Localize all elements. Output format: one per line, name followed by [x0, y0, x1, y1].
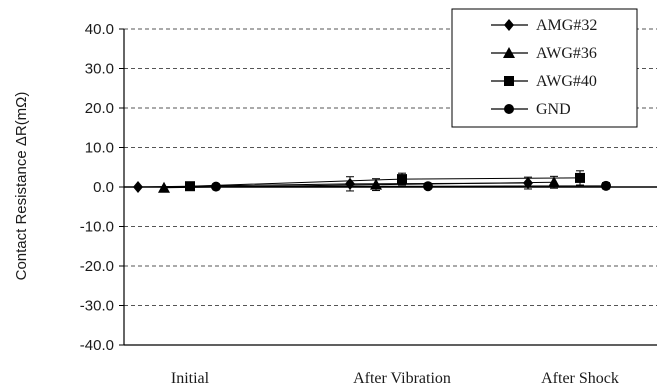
legend-marker: [504, 19, 514, 31]
series-group: [133, 170, 611, 193]
y-tick-label: 10.0: [85, 140, 114, 157]
series-gnd: [211, 180, 611, 192]
x-tick-label: Initial: [171, 370, 210, 387]
data-point: [575, 172, 585, 183]
data-point: [345, 177, 355, 190]
data-point: [158, 181, 170, 193]
y-axis-title: Contact Resistance ΔR(mΩ): [13, 92, 30, 281]
data-point: [211, 181, 221, 192]
legend-label: AMG#32: [536, 17, 597, 34]
legend-marker: [504, 76, 514, 86]
legend-label: GND: [536, 101, 571, 118]
data-point: [601, 180, 611, 191]
y-tick-label: 0.0: [93, 179, 114, 196]
y-tick-label: -10.0: [80, 219, 114, 236]
y-tick-label: -30.0: [80, 298, 114, 315]
y-tick-label: 30.0: [85, 61, 114, 78]
data-point: [548, 176, 560, 188]
y-tick-label: -40.0: [80, 337, 114, 354]
legend-marker: [504, 104, 514, 114]
data-point: [370, 178, 382, 190]
data-point: [423, 181, 433, 192]
legend-label: AWG#36: [536, 45, 597, 62]
x-tick-label: After Shock: [541, 370, 619, 387]
data-point: [185, 181, 195, 192]
legend-marker: [503, 47, 515, 58]
y-tick-label: 20.0: [85, 100, 114, 117]
y-axis: 40.0 30.0 20.0 10.0 0.0 -10.0 -20.0 -30.0 -40.0: [80, 21, 125, 354]
legend-box: [451, 8, 638, 128]
y-tick-label: -20.0: [80, 258, 114, 275]
series-awg-40: [185, 170, 585, 192]
data-point: [133, 181, 143, 193]
x-axis: Initial After Vibration After Shock: [124, 186, 657, 387]
data-point: [397, 174, 407, 185]
legend: AMG#32 AWG#36 AWG#40 GND: [451, 8, 638, 128]
x-tick-label: After Vibration: [353, 370, 451, 387]
y-tick-label: 40.0: [85, 21, 114, 38]
legend-label: AWG#40: [536, 73, 597, 90]
